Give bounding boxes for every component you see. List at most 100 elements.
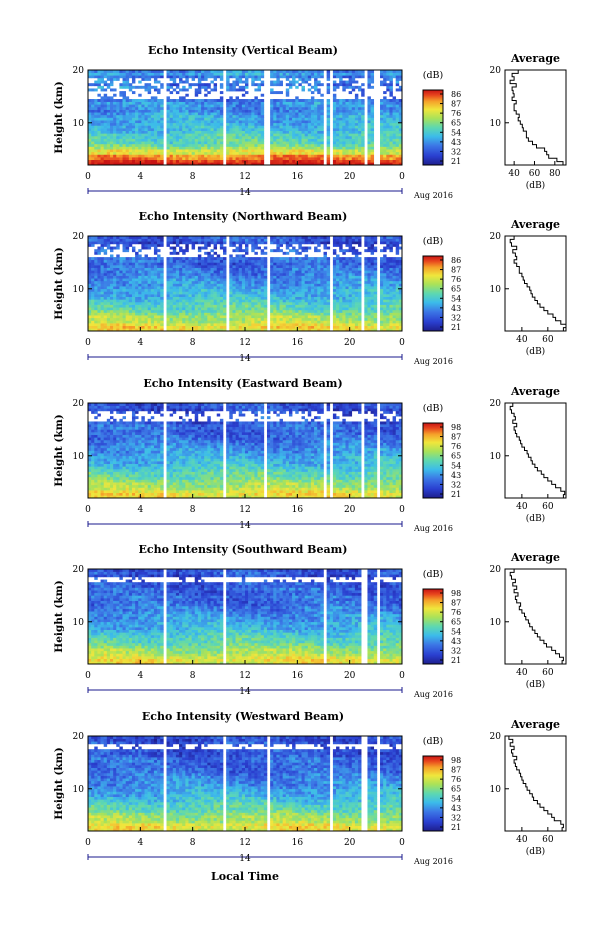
heatmap-cell bbox=[348, 125, 353, 129]
heatmap-cell bbox=[160, 75, 164, 79]
heatmap-cell bbox=[210, 146, 214, 150]
heatmap-cell bbox=[216, 325, 221, 329]
heatmap-cell bbox=[235, 109, 240, 113]
heatmap-cell bbox=[367, 151, 371, 155]
heatmap-cell bbox=[119, 101, 123, 105]
heatmap-cell bbox=[386, 154, 390, 158]
heatmap-cell bbox=[345, 75, 349, 79]
heatmap-cell bbox=[336, 141, 340, 145]
heatmap-cell bbox=[109, 275, 114, 279]
heatmap-cell bbox=[128, 106, 133, 110]
heatmap-cell bbox=[131, 296, 136, 300]
heatmap-cell bbox=[169, 83, 174, 87]
heatmap-cell bbox=[364, 280, 368, 284]
heatmap-cell bbox=[204, 109, 208, 113]
heatmap-cell bbox=[113, 93, 117, 97]
heatmap-cell bbox=[109, 157, 114, 161]
heatmap-cell bbox=[263, 328, 268, 332]
heatmap-cell bbox=[144, 280, 148, 284]
heatmap-cell bbox=[182, 159, 186, 163]
heatmap-cell bbox=[219, 159, 224, 163]
heatmap-cell bbox=[386, 143, 390, 147]
heatmap-cell bbox=[304, 320, 309, 324]
heatmap-cell bbox=[348, 323, 353, 327]
heatmap-cell bbox=[270, 109, 274, 113]
heatmap-cell bbox=[248, 299, 252, 303]
heatmap-cell bbox=[135, 135, 139, 139]
heatmap-cell bbox=[226, 83, 230, 87]
heatmap-cell bbox=[204, 143, 208, 147]
heatmap-cell bbox=[351, 296, 356, 300]
heatmap-cell bbox=[257, 299, 261, 303]
heatmap-cell bbox=[216, 72, 221, 76]
heatmap-cell bbox=[216, 154, 221, 158]
heatmap-cell bbox=[179, 143, 183, 147]
heatmap-cell bbox=[332, 307, 337, 311]
colorbar-tick-label: 65 bbox=[451, 119, 461, 128]
heatmap-cell bbox=[336, 280, 340, 284]
heatmap-cell bbox=[285, 101, 290, 105]
heatmap-cell bbox=[342, 275, 346, 279]
heatmap-cell bbox=[125, 133, 130, 137]
heatmap-cell bbox=[106, 275, 111, 279]
heatmap-cell bbox=[113, 128, 117, 131]
heatmap-cell bbox=[314, 149, 318, 153]
heatmap-cell bbox=[191, 294, 196, 297]
heatmap-cell bbox=[245, 275, 249, 279]
heatmap-cell bbox=[282, 323, 287, 327]
heatmap-cell bbox=[229, 106, 233, 110]
heatmap-cell bbox=[339, 328, 343, 332]
heatmap-cell bbox=[285, 312, 290, 316]
heatmap-cell bbox=[398, 288, 403, 292]
heatmap-cell bbox=[172, 80, 177, 84]
heatmap-cell bbox=[295, 109, 299, 113]
heatmap-cell bbox=[216, 109, 221, 113]
heatmap-cell bbox=[398, 325, 403, 329]
heatmap-cell bbox=[307, 301, 312, 305]
heatmap-cell bbox=[282, 275, 287, 279]
heatmap-cell bbox=[398, 104, 403, 108]
heatmap-cell bbox=[279, 117, 283, 121]
heatmap-cell bbox=[207, 288, 211, 292]
heatmap-cell bbox=[204, 151, 208, 155]
heatmap-cell bbox=[194, 315, 199, 319]
heatmap-cell bbox=[97, 83, 101, 87]
heatmap-cell bbox=[128, 312, 133, 316]
heatmap-cell bbox=[157, 283, 161, 287]
heatmap-cell bbox=[336, 278, 340, 282]
heatmap-cell bbox=[125, 280, 130, 284]
heatmap-cell bbox=[323, 328, 327, 332]
heatmap-cell bbox=[144, 315, 148, 319]
heatmap-cell bbox=[310, 317, 315, 321]
heatmap-cell bbox=[175, 125, 180, 129]
heatmap-cell bbox=[358, 130, 362, 134]
heatmap-cell bbox=[153, 117, 158, 121]
heatmap-cell bbox=[348, 159, 353, 163]
heatmap-cell bbox=[295, 128, 299, 131]
heatmap-cell bbox=[138, 75, 142, 79]
heatmap-cell bbox=[339, 294, 343, 297]
heatmap-cell bbox=[282, 307, 287, 311]
heatmap-cell bbox=[370, 133, 375, 137]
heatmap-cell bbox=[204, 93, 208, 97]
heatmap-cell bbox=[106, 309, 111, 313]
heatmap-cell bbox=[238, 120, 243, 124]
heatmap-cell bbox=[351, 138, 356, 142]
heatmap-cell bbox=[122, 146, 126, 150]
heatmap-cell bbox=[94, 291, 98, 295]
heatmap-cell bbox=[141, 299, 145, 303]
heatmap-cell bbox=[383, 138, 387, 142]
heatmap-cell bbox=[364, 315, 368, 319]
heatmap-cell bbox=[169, 272, 174, 276]
heatmap-cell bbox=[185, 296, 189, 300]
heatmap-cell bbox=[125, 288, 130, 292]
heatmap-cell bbox=[172, 309, 177, 313]
heatmap-cell bbox=[273, 323, 277, 327]
heatmap-cell bbox=[257, 104, 261, 108]
heatmap-cell bbox=[204, 77, 208, 81]
heatmap-cell bbox=[260, 80, 265, 84]
heatmap-cell bbox=[103, 96, 108, 100]
heatmap-cell bbox=[380, 130, 384, 134]
heatmap-cell bbox=[241, 141, 246, 145]
heatmap-cell bbox=[389, 154, 393, 158]
